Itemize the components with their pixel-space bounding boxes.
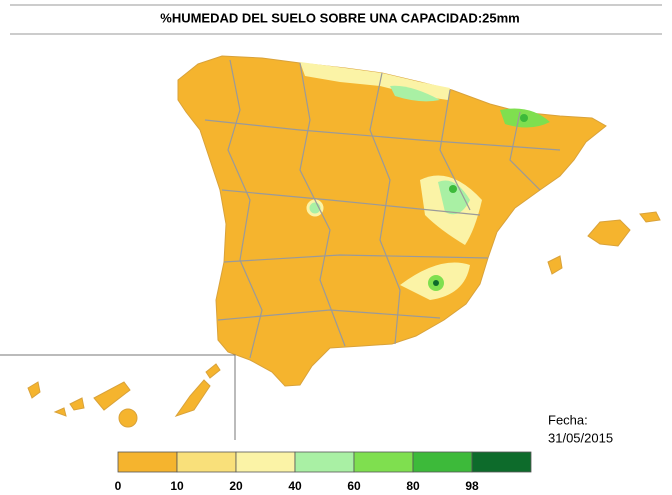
legend-swatch [471, 451, 532, 473]
date-label: Fecha: [548, 412, 588, 427]
legend-label: 98 [465, 479, 479, 493]
balearic-islands [547, 211, 661, 275]
iberico-green [438, 180, 470, 215]
guadarrama-green [306, 199, 324, 217]
fuerteventura [174, 379, 211, 417]
title: %HUMEDAD DEL SUELO SOBRE UNA CAPACIDAD:2… [160, 10, 519, 25]
el-hierro [53, 407, 67, 417]
legend-swatch [412, 451, 473, 473]
tenerife [93, 381, 131, 411]
legend-label: 80 [406, 479, 420, 493]
segura-peak [433, 280, 439, 286]
gran-canaria [118, 408, 138, 428]
legend-swatch [176, 451, 237, 473]
mallorca [587, 219, 631, 247]
legend-swatch [117, 451, 178, 473]
legend-swatch [235, 451, 296, 473]
legend-swatch [294, 451, 355, 473]
legend-label: 0 [115, 479, 122, 493]
legend-label: 40 [288, 479, 302, 493]
legend-label: 20 [229, 479, 243, 493]
iberico-peak [449, 185, 457, 193]
mainland [177, 55, 607, 387]
la-gomera [69, 397, 85, 411]
canary-inset-frame [0, 354, 236, 440]
ibiza [547, 255, 563, 275]
la-palma [27, 381, 41, 399]
provincial-borders [204, 59, 561, 359]
canary-islands [27, 363, 221, 428]
legend: 0 10 20 40 60 80 98 [115, 451, 532, 493]
date-value: 31/05/2015 [548, 430, 613, 445]
pyrenees-peak [520, 114, 528, 122]
legend-label: 60 [347, 479, 361, 493]
menorca [639, 211, 661, 223]
lanzarote [205, 363, 221, 379]
legend-label: 10 [170, 479, 184, 493]
cantabria-green [390, 85, 440, 102]
legend-swatch [353, 451, 414, 473]
